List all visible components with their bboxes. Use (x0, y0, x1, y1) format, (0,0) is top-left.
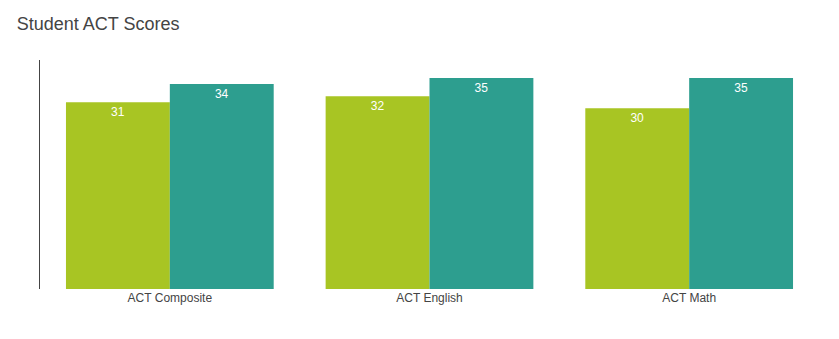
svg-text:34: 34 (215, 87, 229, 101)
svg-text:ACT Composite: ACT Composite (128, 291, 213, 305)
svg-text:ACT English: ACT English (396, 291, 462, 305)
svg-text:35: 35 (475, 81, 489, 95)
svg-text:31: 31 (111, 105, 125, 119)
svg-text:Student ACT Scores: Student ACT Scores (17, 14, 180, 34)
svg-text:ACT Math: ACT Math (662, 291, 716, 305)
svg-text:32: 32 (371, 99, 385, 113)
svg-text:35: 35 (734, 81, 748, 95)
svg-text:30: 30 (630, 111, 644, 125)
